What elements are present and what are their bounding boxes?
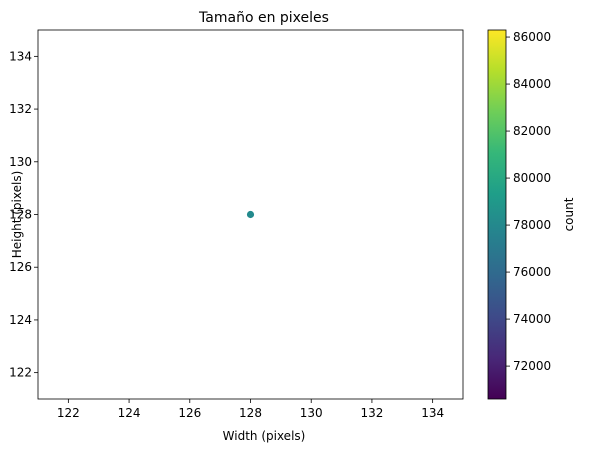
y-tick-label: 134 <box>9 49 32 63</box>
x-tick-label: 122 <box>57 406 80 420</box>
y-tick-label: 124 <box>9 313 32 327</box>
x-axis: 122 124 126 128 130 132 134 <box>57 399 444 420</box>
x-tick-label: 124 <box>118 406 141 420</box>
colorbar-tick-label: 80000 <box>513 171 551 185</box>
colorbar-tick-label: 74000 <box>513 312 551 326</box>
colorbar-tick-label: 76000 <box>513 265 551 279</box>
y-tick-label: 122 <box>9 366 32 380</box>
x-tick-label: 126 <box>178 406 201 420</box>
plot-area: 122 124 126 128 130 132 134 122 124 126 128 130 132… <box>9 29 464 420</box>
colorbar-tick-label: 72000 <box>513 359 551 373</box>
x-tick-label: 132 <box>360 406 383 420</box>
y-tick-label: 130 <box>9 155 32 169</box>
colorbar: 72000 74000 76000 78000 80000 82000 84000 86000 <box>487 29 551 400</box>
x-axis-label: Width (pixels) <box>223 429 306 443</box>
colorbar-label: count <box>562 197 576 231</box>
colorbar-tick-label: 86000 <box>513 30 551 44</box>
y-axis: 122 124 126 128 130 132 134 <box>9 49 38 380</box>
x-tick-label: 134 <box>421 406 444 420</box>
colorbar-tick-label: 84000 <box>513 77 551 91</box>
y-tick-label: 128 <box>9 208 32 222</box>
data-points <box>246 210 255 219</box>
colorbar-tick-label: 78000 <box>513 218 551 232</box>
y-tick-label: 132 <box>9 102 32 116</box>
y-axis-label: Height (pixels) <box>10 171 24 259</box>
y-tick-label: 126 <box>9 260 32 274</box>
chart-title: Tamaño en pixeles <box>198 10 329 26</box>
x-tick-label: 128 <box>239 406 262 420</box>
colorbar-gradient <box>487 29 507 400</box>
data-point <box>246 210 255 219</box>
colorbar-tick-label: 82000 <box>513 124 551 138</box>
x-tick-label: 130 <box>300 406 323 420</box>
colorbar-ticks: 72000 74000 76000 78000 80000 82000 84000 86000 <box>506 30 551 373</box>
